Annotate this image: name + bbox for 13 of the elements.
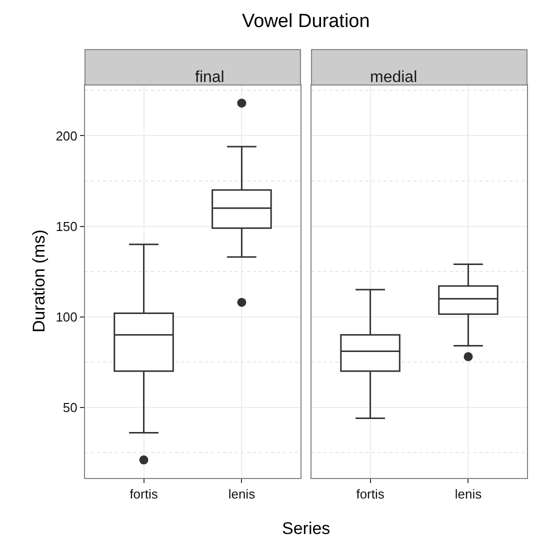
y-tick-label: 200: [56, 128, 78, 144]
x-tick-label: fortis: [356, 486, 385, 502]
y-axis-title: Duration (ms): [30, 230, 49, 333]
x-tick-label: fortis: [130, 486, 158, 502]
x-tick-label: lenis: [454, 486, 482, 502]
y-tick-label: 50: [62, 400, 78, 415]
y-tick-label: 150: [56, 218, 78, 234]
x-axis-title: Series: [282, 519, 330, 538]
chart-subtitle: final: [195, 69, 224, 86]
chart-title: Vowel Duration: [242, 11, 370, 32]
y-tick-label: 100: [56, 309, 78, 324]
chart-subtitle: medial: [370, 69, 418, 86]
x-tick-label: lenis: [228, 486, 256, 502]
